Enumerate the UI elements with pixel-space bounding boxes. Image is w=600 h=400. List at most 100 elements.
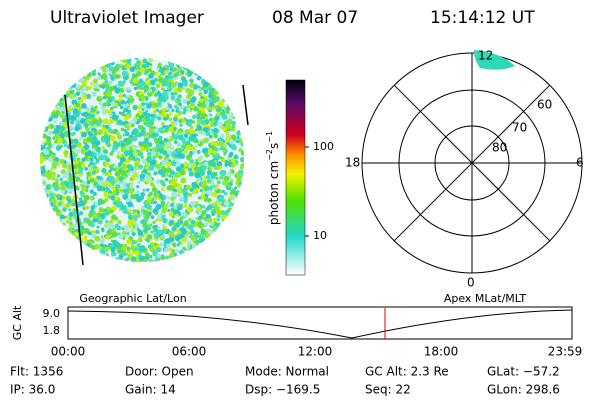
speckle — [168, 159, 172, 163]
speckle — [86, 136, 92, 142]
speckle — [125, 114, 131, 120]
speckle — [225, 123, 232, 130]
speckle — [81, 157, 86, 163]
speckle — [84, 75, 90, 81]
speckle — [79, 137, 83, 141]
speckle — [90, 205, 96, 210]
speckle — [110, 243, 115, 248]
speckle — [216, 111, 220, 116]
speckle — [165, 255, 170, 261]
speckle — [180, 177, 187, 184]
speckle — [230, 188, 236, 195]
speckle — [104, 223, 108, 227]
speckle — [221, 189, 225, 194]
speckle — [126, 109, 131, 114]
speckle — [152, 147, 156, 151]
speckle — [157, 62, 162, 67]
speckle — [186, 70, 191, 74]
speckle — [157, 226, 161, 230]
speckle — [139, 239, 143, 243]
speckle — [200, 235, 205, 240]
speckle — [189, 78, 194, 84]
speckle — [123, 224, 130, 231]
speckle — [219, 169, 226, 176]
speckle — [180, 163, 185, 168]
speckle — [172, 59, 177, 64]
speckle — [99, 248, 106, 255]
speckle — [177, 183, 182, 188]
speckle — [82, 138, 88, 143]
speckle — [85, 185, 89, 189]
speckle — [86, 150, 93, 157]
speckle — [122, 194, 128, 200]
speckle — [176, 172, 182, 178]
speckle — [89, 196, 93, 200]
speckle — [134, 162, 139, 167]
speckle — [79, 225, 84, 230]
speckle — [116, 74, 121, 79]
speckle — [87, 85, 92, 90]
speckle — [103, 118, 109, 125]
speckle — [75, 112, 80, 117]
speckle — [86, 171, 92, 177]
speckle — [184, 129, 190, 134]
speckle — [174, 92, 178, 96]
speckle — [207, 171, 212, 176]
speckle — [120, 251, 124, 255]
speckle — [137, 180, 141, 185]
info-field: Gain: 14 — [125, 383, 176, 397]
speckle — [180, 153, 185, 159]
speckle — [177, 147, 182, 152]
speckle — [42, 189, 46, 194]
speckle — [140, 192, 146, 197]
speckle — [56, 174, 61, 178]
speckle — [91, 68, 96, 73]
speckle — [227, 184, 231, 188]
speckle — [54, 98, 59, 103]
speckle — [221, 214, 227, 220]
speckle — [49, 184, 53, 188]
speckle — [187, 122, 192, 127]
speckle — [100, 227, 105, 231]
speckle — [124, 205, 128, 209]
speckle — [178, 119, 183, 123]
speckle — [159, 168, 166, 175]
speckle — [192, 148, 197, 154]
speckle — [55, 125, 61, 131]
speckle — [149, 182, 154, 187]
speckle — [213, 133, 219, 139]
speckle — [120, 99, 125, 105]
speckle — [143, 143, 149, 149]
speckle — [91, 91, 97, 97]
speckle — [217, 121, 223, 128]
speckle — [134, 250, 140, 256]
speckle — [59, 97, 63, 102]
speckle — [197, 126, 202, 131]
speckle — [119, 156, 126, 163]
speckle — [139, 261, 145, 262]
speckle — [242, 156, 244, 162]
speckle — [125, 103, 130, 107]
cb-tick-label: 10 — [313, 229, 327, 242]
speckle — [101, 84, 106, 89]
speckle — [114, 241, 119, 246]
speckle — [181, 144, 187, 150]
speckle — [158, 155, 163, 160]
speckle — [68, 216, 73, 222]
speckle — [204, 116, 209, 120]
speckle — [73, 231, 79, 238]
speckle — [110, 76, 114, 80]
speckle — [89, 67, 93, 71]
speckle — [155, 163, 162, 170]
speckle — [200, 119, 206, 126]
speckle — [59, 177, 63, 182]
speckle — [192, 114, 197, 119]
speckle — [169, 220, 174, 225]
speckle — [53, 204, 57, 209]
polar-grid — [361, 52, 583, 274]
edge-line — [242, 84, 249, 126]
speckle — [174, 153, 179, 158]
speckle — [236, 190, 242, 195]
speckle — [122, 133, 126, 137]
panel-label: Apex MLat/MLT — [444, 292, 527, 305]
